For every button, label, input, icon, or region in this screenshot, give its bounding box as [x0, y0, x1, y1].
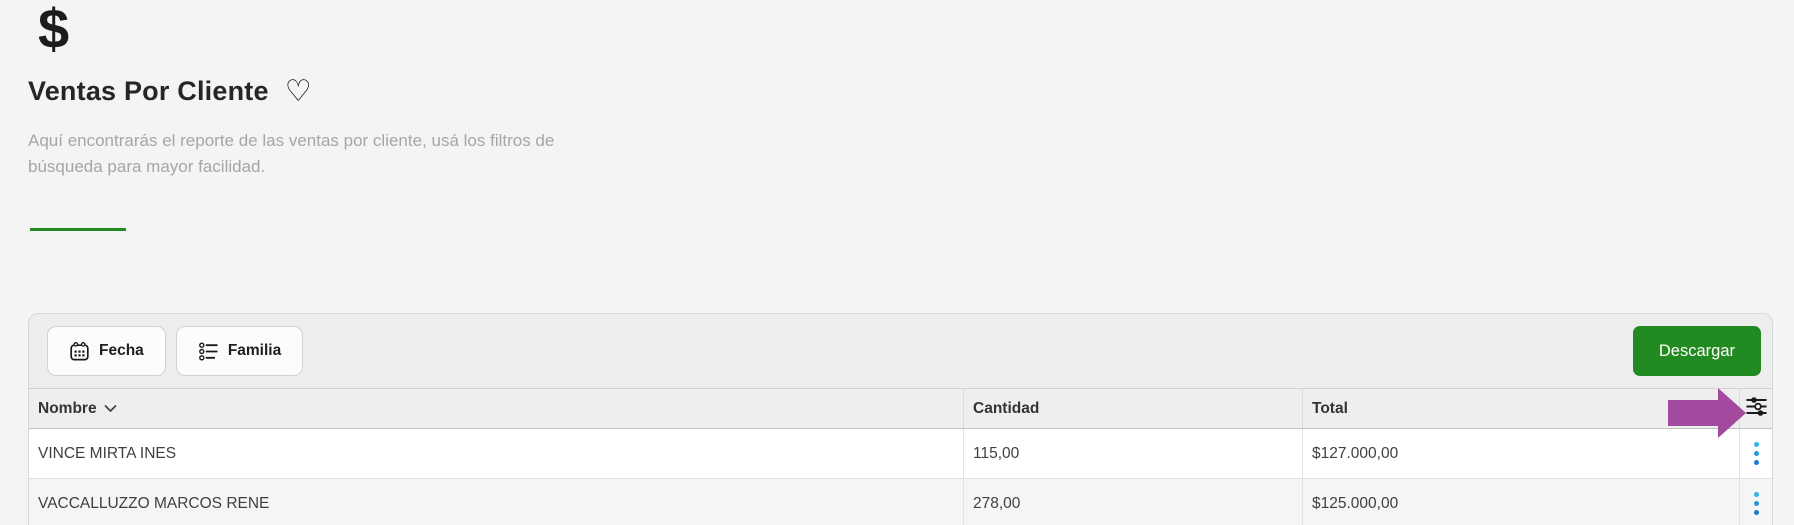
row-actions-cell	[1739, 479, 1772, 525]
fecha-filter-button[interactable]: Fecha	[47, 326, 166, 376]
descargar-button[interactable]: Descargar	[1632, 326, 1761, 376]
chevron-down-icon	[104, 400, 117, 418]
page-title: Ventas Por Cliente	[28, 76, 269, 106]
cell-total: $127.000,00	[1302, 429, 1739, 478]
category-list-icon	[198, 341, 219, 362]
familia-filter-label: Familia	[227, 342, 282, 359]
row-actions-cell	[1739, 429, 1772, 478]
accent-divider	[30, 228, 126, 231]
column-header-total-label: Total	[1312, 399, 1348, 417]
kebab-menu-icon[interactable]	[1746, 438, 1767, 469]
column-header-cantidad[interactable]: Cantidad	[963, 389, 1302, 428]
toolbar: Fecha Familia Descargar	[29, 314, 1772, 389]
familia-filter-button[interactable]: Familia	[175, 326, 304, 376]
cell-cantidad: 115,00	[963, 429, 1302, 478]
column-settings-cell	[1739, 389, 1772, 428]
table-row: VACCALLUZZO MARCOS RENE 278,00 $125.000,…	[29, 479, 1772, 525]
column-header-total[interactable]: Total	[1302, 389, 1739, 428]
table-header-row: Nombre Cantidad Total	[29, 389, 1772, 429]
cell-nombre: VACCALLUZZO MARCOS RENE	[38, 494, 270, 512]
column-header-nombre[interactable]: Nombre	[29, 389, 963, 428]
favorite-heart-icon[interactable]: ♡	[284, 74, 312, 108]
page-description-line2: búsqueda para mayor facilidad.	[28, 157, 266, 176]
cell-cantidad: 278,00	[963, 479, 1302, 525]
cell-total: $125.000,00	[1302, 479, 1739, 525]
table-row: VINCE MIRTA INES 115,00 $127.000,00	[29, 429, 1772, 479]
page-description-line1: Aquí encontrarás el reporte de las venta…	[28, 131, 555, 150]
cell-nombre: VINCE MIRTA INES	[38, 444, 177, 462]
report-panel: Fecha Familia Descargar Nombre	[28, 313, 1773, 525]
column-header-nombre-label: Nombre	[38, 399, 97, 417]
page-description: Aquí encontrarás el reporte de las venta…	[28, 128, 554, 180]
column-header-cantidad-label: Cantidad	[973, 399, 1040, 417]
kebab-menu-icon[interactable]	[1746, 488, 1767, 519]
sliders-icon[interactable]	[1745, 395, 1768, 423]
dollar-icon: $	[38, 0, 70, 60]
calendar-icon	[69, 341, 90, 362]
page-header: Ventas Por Cliente ♡	[28, 76, 312, 107]
fecha-filter-label: Fecha	[99, 342, 144, 359]
